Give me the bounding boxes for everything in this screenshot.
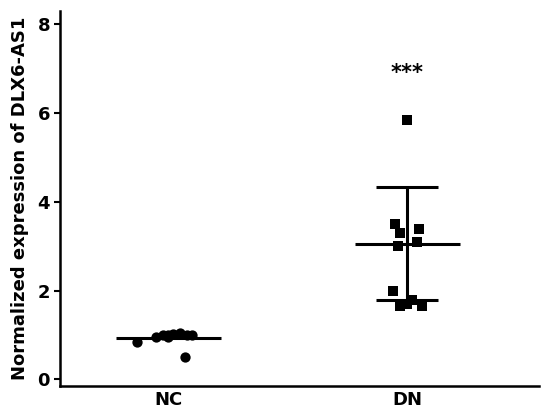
- Point: [391, 221, 400, 228]
- Point: [417, 303, 426, 310]
- Point: [389, 287, 398, 294]
- Point: [168, 331, 177, 338]
- Point: [183, 332, 191, 339]
- Point: [188, 332, 196, 339]
- Point: [133, 338, 141, 345]
- Point: [403, 116, 412, 123]
- Point: [152, 334, 161, 341]
- Text: ***: ***: [391, 63, 424, 83]
- Point: [393, 243, 402, 249]
- Point: [164, 332, 173, 339]
- Point: [403, 301, 412, 307]
- Y-axis label: Normalized expression of DLX6-AS1: Normalized expression of DLX6-AS1: [11, 17, 29, 380]
- Point: [412, 239, 421, 245]
- Point: [396, 303, 405, 310]
- Point: [415, 225, 424, 232]
- Point: [396, 230, 405, 236]
- Point: [408, 296, 416, 303]
- Point: [164, 334, 173, 341]
- Point: [175, 329, 184, 336]
- Point: [159, 332, 168, 339]
- Point: [180, 354, 189, 360]
